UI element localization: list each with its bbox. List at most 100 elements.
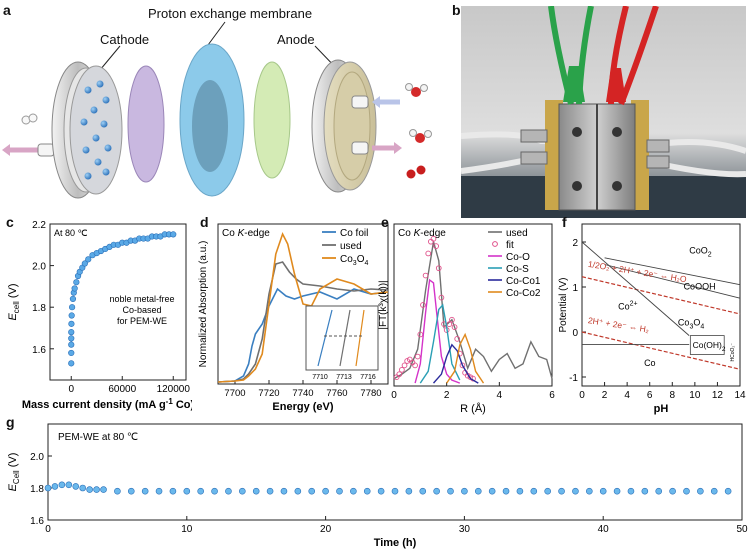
- x-tick-label: 7760: [326, 388, 347, 399]
- x-tick-label: 60000: [108, 384, 136, 395]
- data-point: [100, 486, 107, 493]
- data-point: [683, 487, 690, 495]
- series-line-1: [217, 287, 389, 383]
- y-axis-label-main: E: [7, 483, 19, 491]
- region-co3o4-sub2: 4: [700, 323, 704, 330]
- panel-label-e: e: [381, 214, 389, 230]
- data-point: [405, 487, 413, 495]
- fit-point: [446, 321, 453, 327]
- data-point: [266, 487, 274, 495]
- data-point: [51, 483, 59, 490]
- legend-label: Co-S: [506, 264, 529, 275]
- y-tick-label: 1.6: [32, 345, 46, 356]
- fit-point: [414, 353, 421, 360]
- boundary-line-5: [604, 264, 741, 299]
- legend-co3o4-mid: O: [357, 254, 365, 265]
- boundary-line-4: [581, 241, 690, 336]
- series-line-used: [393, 241, 553, 380]
- y-axis-label: |FT(k³χ(k))|: [378, 280, 389, 329]
- chart-c: 0 60000 120000 1.6 1.8 2.0 2.2 At 80 ℃ noble met…: [7, 220, 192, 411]
- cathode-port: [37, 143, 55, 157]
- title-italic: K: [238, 228, 246, 239]
- data-point: [225, 487, 232, 495]
- region-cooh: CoOOH: [684, 281, 716, 291]
- panel-label-f: f: [562, 214, 567, 230]
- data-point: [336, 487, 343, 495]
- data-point: [68, 312, 75, 319]
- fit-point: [396, 371, 403, 378]
- o2-line-label: 1/2O₂ + 2H⁺ + 2e⁻ ⇔ H₂O: [587, 259, 687, 285]
- series-line-co-co1: [432, 343, 479, 384]
- region-cooh2: Co(OH)2: [693, 340, 726, 353]
- fit-point: [430, 235, 437, 242]
- x-tick-label: 6: [549, 390, 555, 401]
- x-tick-label: 7720: [258, 388, 279, 399]
- region-co2plus-sup: 2+: [630, 301, 638, 308]
- title-end: -edge: [420, 228, 446, 239]
- data-point: [294, 487, 302, 495]
- region-cooh2-box: [689, 335, 725, 355]
- membrane-pointer: [207, 21, 226, 46]
- plot-frame: [581, 223, 741, 387]
- x-tick-label: 4: [624, 390, 630, 401]
- data-point: [68, 329, 75, 336]
- x-tick-label: 7740: [292, 388, 313, 399]
- panel-label-a: a: [3, 2, 11, 18]
- plot-frame: [47, 423, 743, 521]
- data-point: [85, 256, 92, 263]
- cathode-label: Cathode: [100, 32, 150, 47]
- y-axis-label-unit: (V): [7, 453, 19, 471]
- x-axis-label-main: Mass current density (mA g: [22, 399, 166, 411]
- x-tick-label: 120000: [157, 384, 191, 395]
- note-line: noble metal-free: [109, 294, 174, 304]
- region-coo2-main: CoO: [689, 245, 708, 255]
- data-point: [81, 260, 88, 267]
- series-line-3: [217, 231, 389, 383]
- x-axis-label: R (Å): [460, 402, 486, 415]
- x-axis-label-end: Co): [173, 399, 192, 411]
- water-molecule-icon-2: [409, 129, 432, 143]
- x-tick-label: 0: [45, 524, 51, 535]
- chart-g: 0 10 20 30 40 50 1.6 1.8 2.0 PEM-WE at 80 ℃ Time (…: [7, 423, 748, 549]
- x-tick-label: 0: [579, 390, 585, 401]
- legend-label: Co-Co2: [506, 288, 541, 299]
- fit-point: [438, 294, 445, 301]
- note-line: for PEM-WE: [117, 316, 167, 326]
- region-coo2: CoO2: [689, 245, 712, 258]
- data-point: [169, 487, 177, 495]
- data-point: [447, 487, 454, 495]
- legend-label: Co3O4: [340, 254, 368, 267]
- x-tick-label: 4: [497, 390, 503, 401]
- annotation: PEM-WE at 80 ℃: [58, 432, 138, 443]
- data-point: [474, 487, 482, 495]
- x-tick-label: 30: [459, 524, 471, 535]
- title-end: -edge: [244, 228, 270, 239]
- data-point: [79, 484, 86, 492]
- series-line-2: [217, 261, 389, 383]
- region-hco2: HCoO₂⁻: [730, 343, 736, 362]
- data-point: [322, 487, 329, 495]
- data-point: [516, 487, 524, 495]
- y-axis-label: Normalized Absorption (a.u.): [198, 241, 209, 368]
- anode-outlet-port: [351, 141, 369, 155]
- y-axis-label-sub: Cell: [12, 470, 21, 484]
- data-point: [155, 487, 163, 495]
- schematic-diagram: [2, 21, 432, 199]
- y-tick-label: 2: [572, 238, 578, 249]
- data-point: [544, 487, 551, 495]
- x-tick-label: 2: [602, 390, 608, 401]
- boundary-line-6: [604, 257, 741, 286]
- fit-point: [449, 316, 455, 323]
- inset-frame: [305, 305, 379, 371]
- data-point: [170, 231, 177, 238]
- data-point: [586, 487, 593, 495]
- region-coo2-sub: 2: [708, 251, 712, 258]
- panel-label-d: d: [200, 214, 209, 230]
- legend-label: fit: [506, 240, 514, 251]
- region-cooh2-main: Co(OH): [693, 340, 722, 350]
- data-point: [599, 487, 607, 495]
- anode-inlet-port: [351, 95, 369, 109]
- y-axis-label-unit: (V): [7, 283, 19, 301]
- chart-title: Co K-edge: [398, 228, 446, 239]
- h2-line-label: 2H⁺ + 2e⁻ ⇔ H₂: [587, 315, 649, 335]
